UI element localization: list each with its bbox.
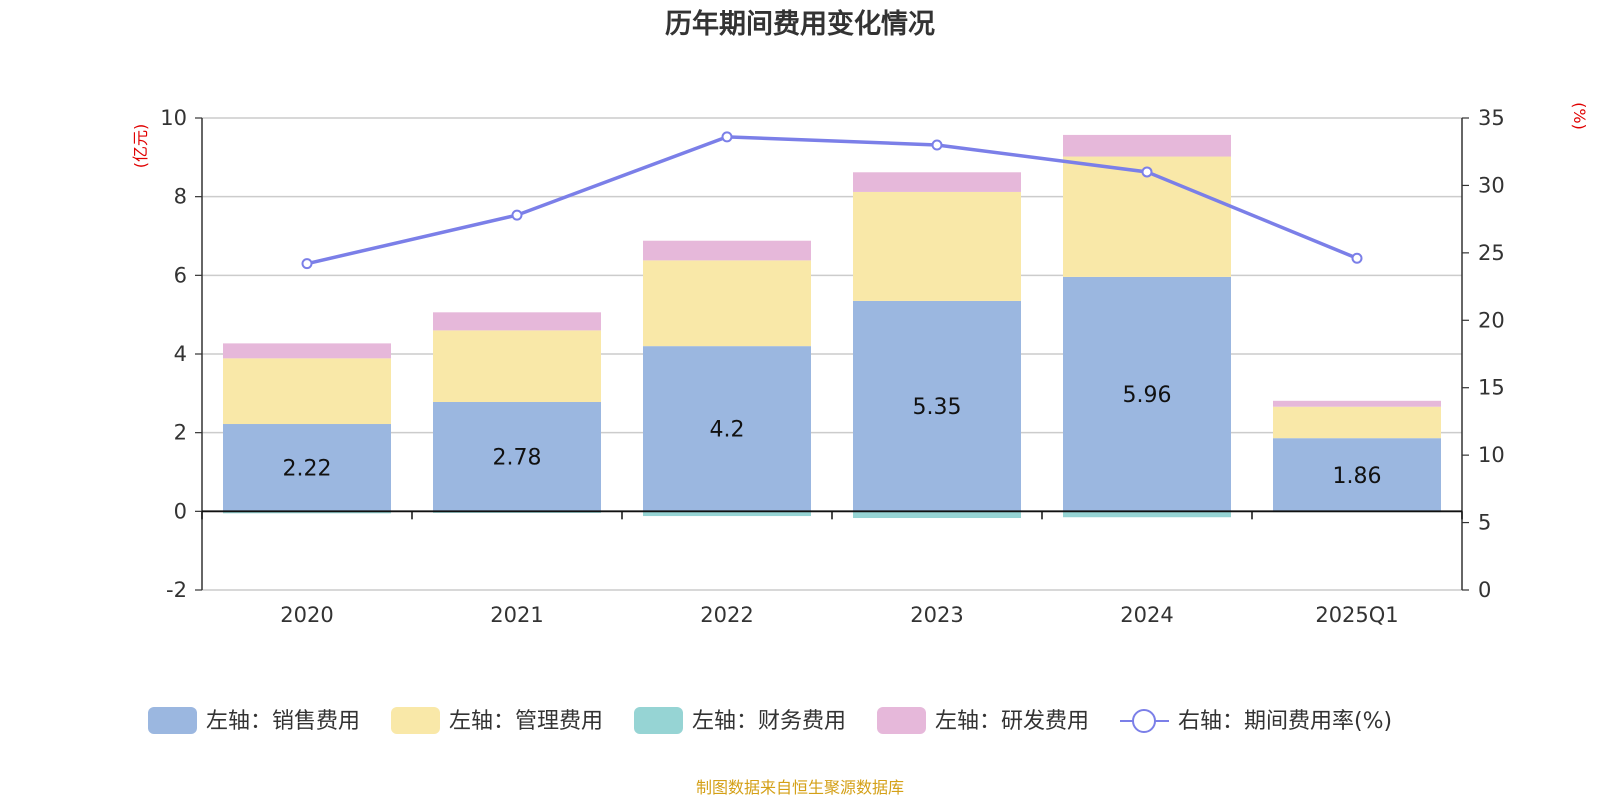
legend-label-0: 左轴：销售费用	[206, 709, 360, 734]
left-tick-label-0: 10	[160, 106, 187, 130]
bar-s0-2021	[433, 401, 601, 512]
right-tick-label-7: 0	[1478, 578, 1491, 602]
right-tick-label-3: 20	[1478, 308, 1505, 332]
data-labels: 2.22 2.78 4.2 5.35 5.96 1.86	[283, 383, 1382, 489]
right-tick-label-4: 15	[1478, 376, 1505, 400]
rate-point-2024	[1141, 166, 1153, 178]
rate-line-series	[301, 131, 1363, 270]
bar-s2-2022	[643, 511, 811, 517]
bar-s2-2023	[853, 511, 1021, 519]
x-tick-label-2025Q1: 2025Q1	[1315, 603, 1398, 627]
left-tick-label-2: 6	[174, 263, 187, 287]
right-tick-label-1: 30	[1478, 173, 1505, 197]
bar-s3-2023	[853, 172, 1021, 192]
bar-s0-2024	[1063, 276, 1231, 512]
data-label-2023: 5.35	[913, 395, 962, 420]
left-tick-label-1: 8	[174, 185, 187, 209]
source-note: 制图数据来自恒生聚源数据库	[696, 778, 904, 797]
rate-point-2020	[301, 258, 313, 270]
legend-label-2: 左轴：财务费用	[692, 709, 846, 734]
left-tick-label-5: 0	[174, 499, 187, 523]
bar-series	[223, 134, 1441, 519]
x-tick-label-2024: 2024	[1120, 603, 1173, 627]
data-label-2025Q1: 1.86	[1333, 464, 1382, 489]
left-axis-unit: (亿元)	[131, 124, 150, 169]
legend: 左轴：销售费用 左轴：管理费用 左轴：财务费用 左轴：研发费用 右轴：期间费用率(%)	[148, 707, 1392, 734]
right-tick-label-5: 10	[1478, 443, 1505, 467]
bar-s3-2024	[1063, 134, 1231, 157]
rate-point-2022	[721, 131, 733, 143]
legend-swatch-1	[391, 707, 440, 734]
right-tick-label-6: 5	[1478, 511, 1491, 535]
x-tick-label-2021: 2021	[490, 603, 543, 627]
data-label-2021: 2.78	[493, 446, 542, 471]
bar-s2-2020	[223, 511, 391, 514]
left-tick-label-6: -2	[166, 578, 187, 602]
bar-s3-2022	[643, 240, 811, 261]
right-axis-ticks: 35 30 25 20 15 10 5 0	[1462, 106, 1505, 602]
legend-swatch-0	[148, 707, 197, 734]
left-axis-ticks: 10 8 6 4 2 0 -2	[160, 106, 202, 602]
rate-point-2025Q1	[1351, 252, 1363, 264]
x-tick-label-2022: 2022	[700, 603, 753, 627]
bar-s0-2023	[853, 300, 1021, 512]
bar-s1-2021	[433, 330, 601, 402]
legend-marker-4	[1132, 709, 1156, 733]
right-tick-label-2: 25	[1478, 241, 1505, 265]
bar-s3-2020	[223, 343, 391, 359]
bar-s1-2022	[643, 260, 811, 347]
left-tick-label-3: 4	[174, 342, 187, 366]
rate-point-2021	[511, 209, 523, 221]
right-axis-unit: (%)	[1570, 102, 1589, 130]
x-axis-ticks: 2020 2021 2022 2023 2024 2025Q1	[201, 511, 1463, 627]
bar-s1-2025Q1	[1273, 406, 1441, 439]
bar-s3-2025Q1	[1273, 400, 1441, 407]
left-tick-label-4: 2	[174, 421, 187, 445]
x-tick-label-2023: 2023	[910, 603, 963, 627]
bar-s0-2022	[643, 346, 811, 512]
bar-s1-2020	[223, 358, 391, 425]
data-label-2024: 5.96	[1123, 383, 1172, 408]
bar-s0-2025Q1	[1273, 438, 1441, 512]
right-tick-label-0: 35	[1478, 106, 1505, 130]
rate-point-2023	[931, 139, 943, 151]
bar-s1-2023	[853, 191, 1021, 301]
legend-swatch-3	[877, 707, 926, 734]
legend-swatch-2	[634, 707, 683, 734]
legend-label-3: 左轴：研发费用	[935, 709, 1089, 734]
bar-s0-2020	[223, 424, 391, 512]
legend-label-4: 右轴：期间费用率(%)	[1178, 709, 1392, 734]
chart-title: 历年期间费用变化情况	[665, 8, 935, 40]
bar-s2-2024	[1063, 511, 1231, 518]
bar-s3-2021	[433, 312, 601, 331]
legend-label-1: 左轴：管理费用	[449, 709, 603, 734]
x-tick-label-2020: 2020	[280, 603, 333, 627]
data-label-2022: 4.2	[710, 418, 745, 443]
rate-line	[306, 135, 1358, 266]
data-label-2020: 2.22	[283, 457, 332, 482]
